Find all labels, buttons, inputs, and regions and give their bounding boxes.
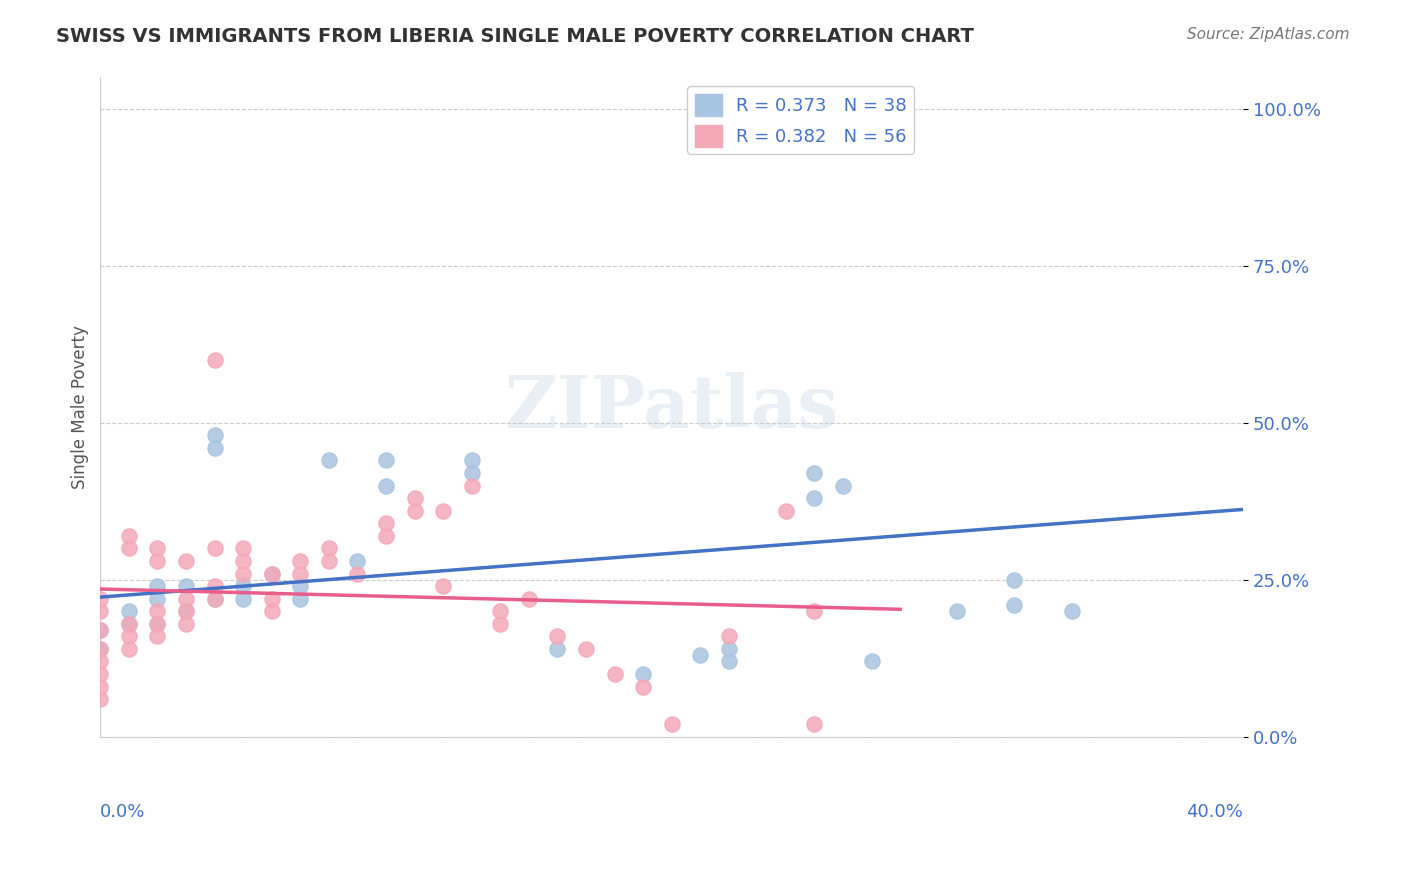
Point — [375, 478, 398, 492]
Point — [717, 655, 740, 669]
Point — [346, 566, 368, 581]
Point — [232, 554, 254, 568]
Point — [432, 504, 454, 518]
Point — [689, 648, 711, 662]
Point — [717, 629, 740, 643]
Point — [489, 604, 512, 618]
Point — [575, 641, 598, 656]
Point — [174, 604, 197, 618]
Point — [204, 428, 226, 442]
Point — [174, 616, 197, 631]
Point — [1060, 604, 1083, 618]
Point — [204, 541, 226, 556]
Point — [118, 616, 141, 631]
Point — [118, 616, 141, 631]
Point — [146, 616, 169, 631]
Point — [204, 591, 226, 606]
Point — [89, 667, 111, 681]
Text: SWISS VS IMMIGRANTS FROM LIBERIA SINGLE MALE POVERTY CORRELATION CHART: SWISS VS IMMIGRANTS FROM LIBERIA SINGLE … — [56, 27, 974, 45]
Point — [546, 629, 568, 643]
Point — [89, 623, 111, 637]
Point — [775, 504, 797, 518]
Point — [546, 641, 568, 656]
Point — [204, 591, 226, 606]
Point — [460, 466, 482, 480]
Point — [89, 604, 111, 618]
Point — [375, 529, 398, 543]
Point — [232, 579, 254, 593]
Point — [832, 478, 855, 492]
Point — [146, 579, 169, 593]
Point — [260, 566, 283, 581]
Point — [290, 591, 312, 606]
Point — [232, 566, 254, 581]
Text: 0.0%: 0.0% — [100, 803, 146, 821]
Point — [1004, 573, 1026, 587]
Point — [318, 554, 340, 568]
Point — [204, 579, 226, 593]
Point — [118, 629, 141, 643]
Point — [661, 717, 683, 731]
Point — [146, 554, 169, 568]
Point — [717, 641, 740, 656]
Point — [631, 680, 654, 694]
Point — [803, 491, 825, 505]
Point — [460, 453, 482, 467]
Point — [89, 641, 111, 656]
Point — [174, 554, 197, 568]
Point — [946, 604, 969, 618]
Point — [318, 541, 340, 556]
Point — [404, 491, 426, 505]
Y-axis label: Single Male Poverty: Single Male Poverty — [72, 326, 89, 489]
Point — [432, 579, 454, 593]
Point — [346, 554, 368, 568]
Point — [232, 541, 254, 556]
Point — [89, 655, 111, 669]
Point — [803, 466, 825, 480]
Point — [232, 591, 254, 606]
Point — [375, 453, 398, 467]
Point — [489, 616, 512, 631]
Point — [860, 655, 883, 669]
Legend: R = 0.373   N = 38, R = 0.382   N = 56: R = 0.373 N = 38, R = 0.382 N = 56 — [688, 87, 914, 154]
Point — [146, 591, 169, 606]
Point — [174, 604, 197, 618]
Point — [260, 591, 283, 606]
Point — [460, 478, 482, 492]
Point — [204, 441, 226, 455]
Point — [260, 604, 283, 618]
Point — [290, 554, 312, 568]
Point — [118, 541, 141, 556]
Point — [146, 604, 169, 618]
Point — [204, 353, 226, 368]
Text: Source: ZipAtlas.com: Source: ZipAtlas.com — [1187, 27, 1350, 42]
Point — [174, 591, 197, 606]
Point — [631, 667, 654, 681]
Point — [803, 717, 825, 731]
Point — [89, 641, 111, 656]
Point — [146, 616, 169, 631]
Point — [118, 529, 141, 543]
Point — [174, 579, 197, 593]
Point — [404, 504, 426, 518]
Point — [146, 541, 169, 556]
Point — [89, 680, 111, 694]
Point — [290, 579, 312, 593]
Text: 40.0%: 40.0% — [1187, 803, 1243, 821]
Point — [260, 566, 283, 581]
Point — [118, 604, 141, 618]
Point — [118, 641, 141, 656]
Point — [89, 591, 111, 606]
Point — [517, 591, 540, 606]
Point — [318, 453, 340, 467]
Point — [146, 629, 169, 643]
Text: ZIPatlas: ZIPatlas — [505, 372, 839, 442]
Point — [89, 623, 111, 637]
Point — [375, 516, 398, 531]
Point — [603, 667, 626, 681]
Point — [803, 604, 825, 618]
Point — [1004, 598, 1026, 612]
Point — [89, 692, 111, 706]
Point — [290, 566, 312, 581]
